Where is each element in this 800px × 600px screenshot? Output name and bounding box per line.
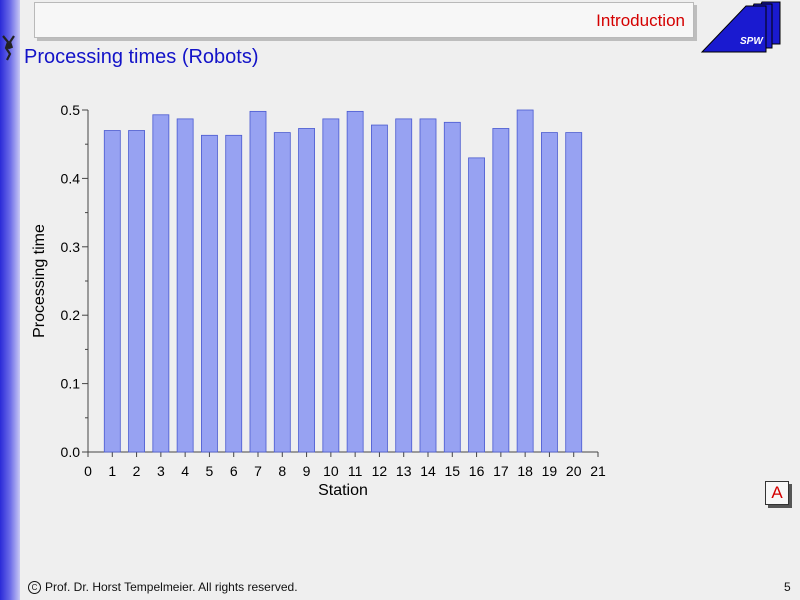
bar-station-13 <box>395 118 413 453</box>
y-axis-label: Processing time <box>31 224 48 338</box>
y-tick-label: 0.4 <box>61 170 81 186</box>
left-accent-bar <box>0 0 20 600</box>
bar-station-4 <box>176 118 194 453</box>
x-tick-label: 3 <box>157 463 165 479</box>
bar-station-7 <box>249 110 267 453</box>
x-tick-label: 13 <box>396 463 412 479</box>
x-tick-label: 8 <box>278 463 286 479</box>
spw-logo: SPW <box>700 1 781 53</box>
chart-bars <box>103 109 583 453</box>
bar-station-18 <box>516 109 534 453</box>
x-tick-label: 0 <box>84 463 92 479</box>
bar-station-17 <box>492 128 510 453</box>
x-tick-label: 10 <box>323 463 339 479</box>
footer-copyright: C Prof. Dr. Horst Tempelmeier. All right… <box>28 580 298 594</box>
bar-station-6 <box>225 134 243 453</box>
bar-station-19 <box>541 132 558 453</box>
bar-station-8 <box>273 132 291 453</box>
x-tick-label: 16 <box>469 463 485 479</box>
x-tick-label: 6 <box>230 463 238 479</box>
bar-station-16 <box>468 157 485 453</box>
x-tick-label: 12 <box>372 463 388 479</box>
x-tick-label: 4 <box>181 463 189 479</box>
copyright-text: Prof. Dr. Horst Tempelmeier. All rights … <box>45 580 298 594</box>
y-tick-labels: 0.0 0.1 0.2 0.3 0.4 0.5 <box>61 102 81 460</box>
x-tick-label: 18 <box>517 463 533 479</box>
chart-axes <box>82 109 599 457</box>
y-tick-label: 0.2 <box>61 307 81 323</box>
header-bar: Introduction <box>34 2 694 38</box>
x-axis-label: Station <box>318 482 368 499</box>
bar-station-3 <box>152 114 170 453</box>
x-tick-label: 19 <box>542 463 558 479</box>
bar-station-20 <box>565 132 583 453</box>
robot-logo-icon <box>2 35 15 61</box>
x-tick-label: 5 <box>206 463 214 479</box>
x-tick-label: 9 <box>303 463 311 479</box>
copyright-icon: C <box>28 580 41 594</box>
section-title: Introduction <box>596 11 685 30</box>
bar-station-11 <box>346 110 364 453</box>
x-tick-label: 20 <box>566 463 582 479</box>
y-tick-label: 0.0 <box>61 444 81 460</box>
bar-station-10 <box>322 118 340 453</box>
spw-logo-text: SPW <box>740 36 764 47</box>
x-tick-label: 1 <box>108 463 116 479</box>
bar-station-14 <box>419 118 437 453</box>
x-tick-label: 7 <box>254 463 262 479</box>
bar-station-5 <box>201 134 218 453</box>
bar-station-12 <box>371 124 388 453</box>
bar-station-9 <box>298 128 315 453</box>
slide-title: Processing times (Robots) <box>24 46 259 68</box>
bar-station-2 <box>128 130 145 453</box>
y-tick-label: 0.1 <box>61 376 81 392</box>
y-tick-label: 0.5 <box>61 102 81 118</box>
a-button[interactable]: A <box>765 481 789 505</box>
x-tick-label: 2 <box>133 463 141 479</box>
x-tick-label: 17 <box>493 463 509 479</box>
page-number: 5 <box>784 580 791 594</box>
x-tick-label: 14 <box>420 463 436 479</box>
x-tick-labels: 0 1 2 3 4 5 6 7 8 9 10 11 12 13 14 15 16 17 18 19 20 21 <box>84 463 606 479</box>
bar-station-1 <box>103 130 121 453</box>
x-tick-label: 21 <box>590 463 606 479</box>
x-tick-label: 15 <box>444 463 460 479</box>
bar-station-15 <box>443 121 461 453</box>
x-tick-label: 11 <box>348 463 363 479</box>
y-tick-label: 0.3 <box>61 239 81 255</box>
